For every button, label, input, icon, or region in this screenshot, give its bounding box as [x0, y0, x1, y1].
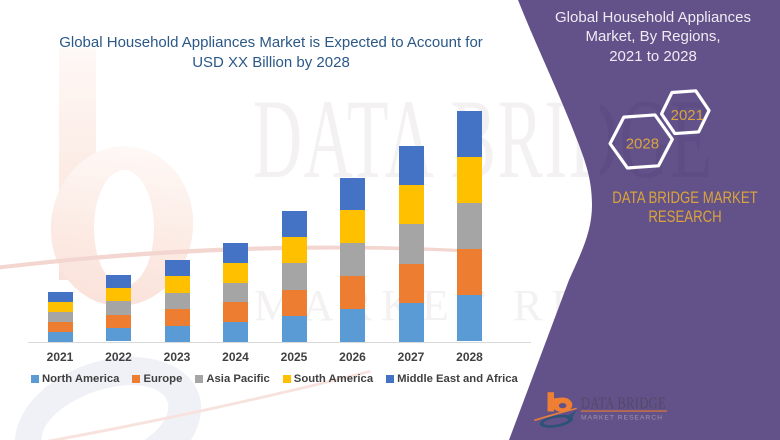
svg-text:2021: 2021	[671, 107, 704, 124]
svg-text:MARKET RESEARCH: MARKET RESEARCH	[581, 414, 662, 421]
svg-text:2028: 2028	[626, 135, 659, 152]
svg-text:DATA BRIDGE: DATA BRIDGE	[581, 394, 666, 413]
